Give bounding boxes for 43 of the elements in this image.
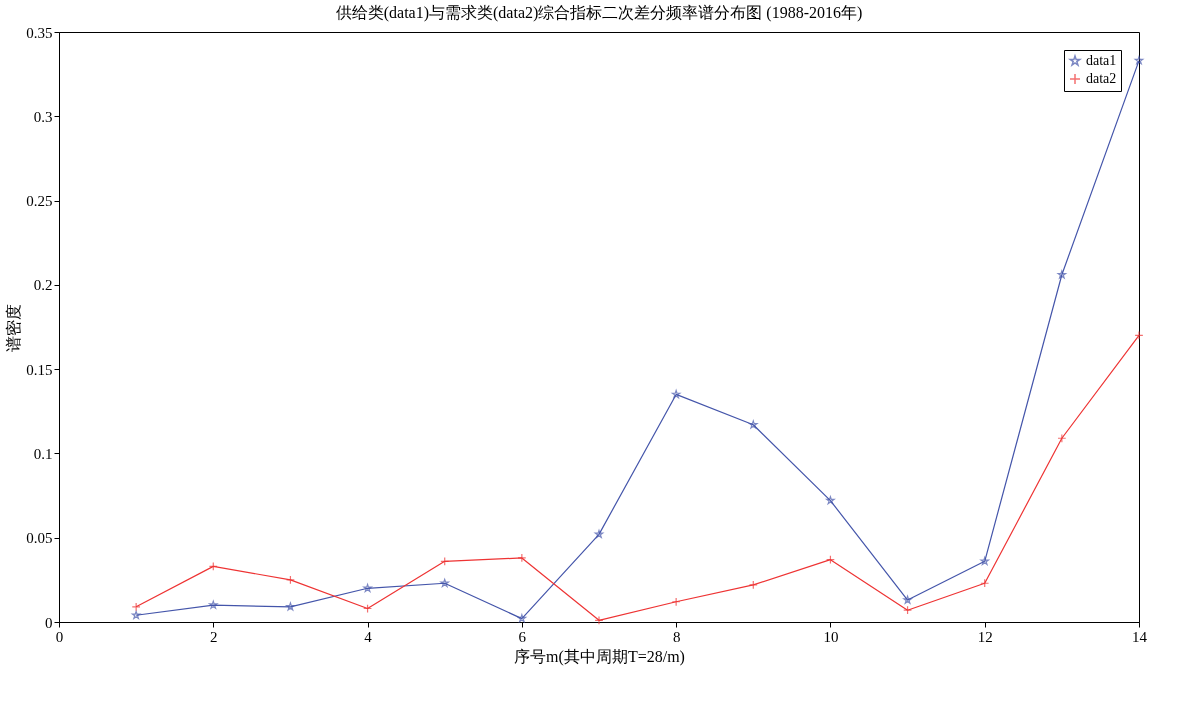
point — [517, 614, 527, 623]
y-tick-label: 0.25 — [26, 193, 53, 210]
x-tick-label: 0 — [55, 628, 64, 645]
x-tick-label: 8 — [672, 628, 681, 645]
point — [826, 496, 835, 505]
x-axis-title: 序号m(其中周期T=28/m) — [514, 647, 685, 666]
point — [517, 553, 527, 563]
point — [209, 600, 218, 609]
point — [1134, 330, 1144, 340]
point — [671, 597, 681, 607]
point — [131, 602, 141, 612]
legend-label: data1 — [1086, 53, 1117, 68]
y-tick-label: 0.15 — [26, 361, 53, 378]
point — [980, 556, 989, 566]
legend-label: data2 — [1086, 71, 1117, 86]
y-tick-label: 0.05 — [26, 530, 53, 547]
y-tick-label: 0 — [45, 614, 53, 631]
x-tick-label: 2 — [210, 628, 218, 645]
chart-title: 供给类(data1)与需求类(data2)综合指标二次差分频率谱分布图 (1988-2016年) — [335, 4, 863, 22]
y-axis-title: 谱密度 — [5, 303, 23, 352]
point — [363, 583, 372, 593]
point — [286, 602, 295, 611]
point — [1057, 270, 1067, 279]
point — [594, 615, 604, 625]
x-tick-label: 12 — [977, 628, 993, 645]
y-tick-label: 0.3 — [33, 108, 53, 125]
y-tick-label: 0.2 — [33, 277, 53, 294]
point — [285, 575, 295, 585]
x-tick-label: 4 — [364, 628, 373, 645]
point — [749, 420, 758, 429]
x-tick-label: 10 — [823, 628, 839, 645]
point — [748, 580, 758, 590]
x-tick-label: 6 — [518, 628, 527, 645]
point — [671, 389, 681, 399]
point — [903, 595, 912, 604]
y-tick-label: 0.1 — [33, 445, 53, 462]
x-tick-label: 14 — [1132, 628, 1148, 645]
point — [1134, 56, 1144, 65]
y-tick-label: 0.35 — [26, 24, 53, 41]
point — [440, 578, 449, 587]
point — [131, 610, 141, 619]
point — [594, 529, 604, 539]
point — [1057, 433, 1067, 443]
